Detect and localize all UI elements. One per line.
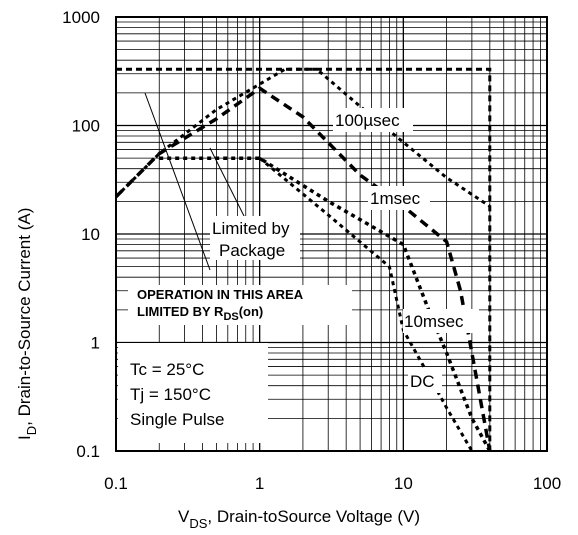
rds-label-line2: LIMITED BY RDS(on) bbox=[137, 304, 263, 323]
curve-10msec bbox=[159, 156, 492, 452]
x-tick-label: 1 bbox=[255, 474, 264, 493]
x-tick-label: 0.1 bbox=[104, 474, 128, 493]
package-label-line1: Limited by bbox=[212, 219, 290, 238]
y-tick-label: 0.1 bbox=[76, 442, 100, 461]
y-tick-label: 1 bbox=[91, 334, 100, 353]
x-tick-label: 100 bbox=[533, 474, 561, 493]
condition-pulse: Single Pulse bbox=[130, 410, 225, 429]
x-axis-label: VDS, Drain-toSource Voltage (V) bbox=[178, 507, 420, 531]
label-100us-bg bbox=[333, 108, 413, 132]
condition-tc: Tc = 25°C bbox=[130, 360, 204, 379]
plot-frame bbox=[115, 16, 548, 452]
x-tick-label: 10 bbox=[394, 474, 413, 493]
y-tick-label: 1000 bbox=[62, 8, 100, 27]
package-leader-line bbox=[209, 147, 246, 219]
label-dc: DC bbox=[410, 372, 435, 391]
label-1ms: 1msec bbox=[370, 189, 421, 208]
conditions-box bbox=[118, 343, 268, 443]
y-tick-label: 10 bbox=[81, 225, 100, 244]
y-tick-label: 100 bbox=[72, 117, 100, 136]
label-dc-bg bbox=[408, 369, 442, 393]
curve-limit bbox=[116, 67, 492, 451]
rds-label-bg bbox=[128, 285, 352, 325]
label-100us: 100µsec bbox=[335, 111, 400, 130]
rds-label-line1: OPERATION IN THIS AREA bbox=[137, 287, 304, 302]
label-1ms-bg bbox=[368, 186, 430, 210]
tick-labels: 0.1 1 10 100 0.1 1 10 100 1000 bbox=[62, 8, 561, 493]
rds-leader-line bbox=[144, 92, 211, 271]
package-label-bg bbox=[210, 216, 300, 260]
label-10ms: 10msec bbox=[404, 312, 464, 331]
y-axis-label: ID, Drain-to-Source Current (A) bbox=[15, 208, 39, 440]
package-label-line2: Package bbox=[219, 241, 285, 260]
grid bbox=[116, 17, 547, 451]
label-10ms-bg bbox=[403, 309, 479, 333]
curve-100-sec bbox=[114, 67, 491, 208]
condition-tj: Tj = 150°C bbox=[130, 385, 211, 404]
